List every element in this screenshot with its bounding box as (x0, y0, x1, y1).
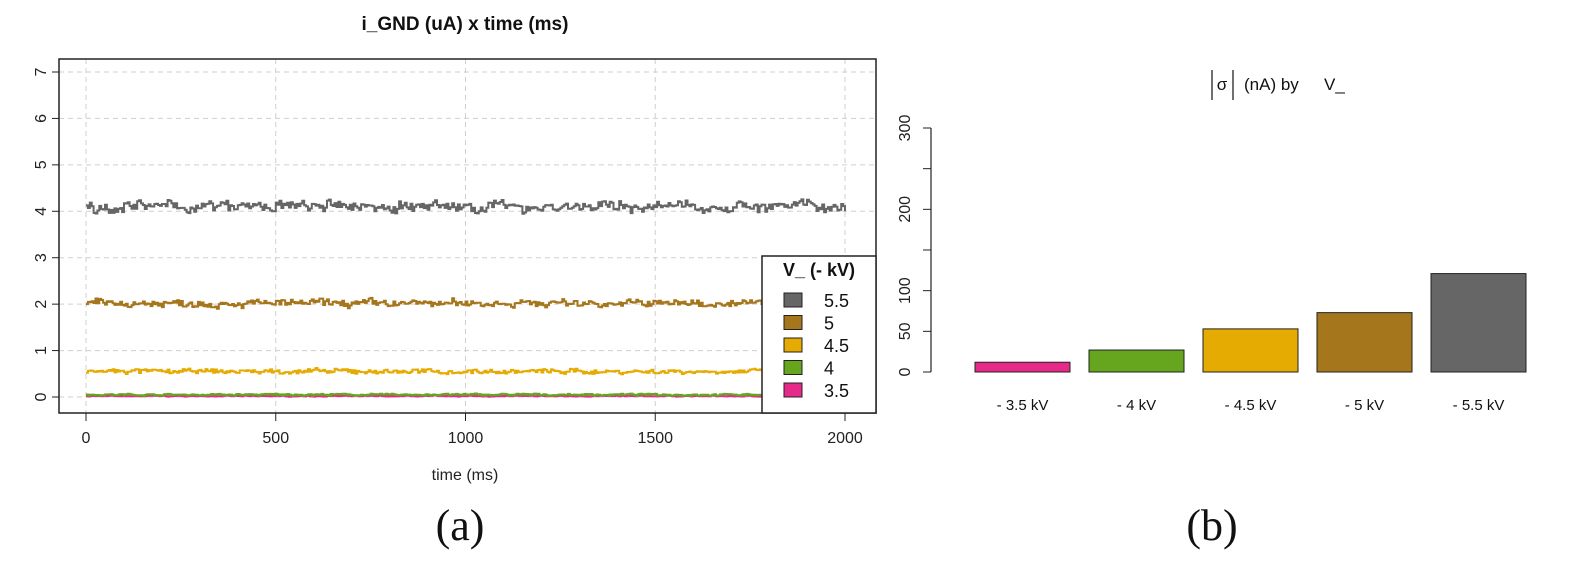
line-chart-panel: i_GND (uA) x time (ms) 0 1 2 3 4 5 6 7 0 500 1000… (33, 14, 877, 550)
legend: V_ (- kV) 5.5 54.5 43.5 (761, 255, 877, 414)
x-tick-label: 0 (82, 430, 91, 447)
x-tick-label: 1000 (448, 430, 484, 447)
legend-swatch (783, 337, 803, 353)
category-label: - 5.5 kV (1453, 397, 1505, 414)
bar-4 (1316, 312, 1413, 373)
y-tick-label: 0 (897, 367, 914, 376)
legend-swatch (783, 360, 803, 375)
legend-swatch (783, 382, 803, 398)
legend-swatch (783, 292, 803, 308)
title-text: (nA) by (1244, 75, 1299, 94)
y-tick-label: 1 (33, 346, 50, 355)
legend-label: 4 (824, 359, 834, 379)
bars (974, 273, 1527, 373)
legend-swatch (783, 315, 803, 330)
x-tick-label: 500 (262, 430, 289, 447)
series-group (86, 198, 846, 398)
y-tick-label: 300 (897, 115, 914, 142)
series-line-4.5 (86, 367, 846, 376)
y-tick-label: 7 (33, 67, 50, 76)
y-tick-label: 3 (33, 253, 50, 262)
y-tick-label: 4 (33, 207, 50, 216)
y-axis: 0 50 100 200 300 (897, 115, 931, 376)
legend-items: 5.5 54.5 43.5 (783, 291, 849, 401)
grid (59, 59, 876, 413)
legend-title: V_ (- kV) (783, 260, 855, 280)
series-line-4 (86, 392, 846, 398)
series-line-5 (86, 296, 846, 310)
bar-2 (1088, 349, 1185, 373)
x-axis: 0 500 1000 1500 2000 (82, 413, 863, 447)
bar-3 (1202, 328, 1299, 373)
bar-chart-panel: σ (nA) by V_ 0 50 100 200 300 - 3.5 kV - 4 kV… (897, 70, 1527, 550)
x-axis-label: time (ms) (432, 467, 499, 484)
plot-frame (58, 58, 877, 414)
y-tick-label: 2 (33, 300, 50, 309)
y-tick-label: 50 (897, 322, 914, 340)
bar-1 (974, 361, 1071, 373)
caption-a: (a) (436, 501, 485, 550)
legend-label: 5 (824, 314, 834, 334)
bar-chart-title: σ (nA) by V_ (1211, 70, 1345, 100)
legend-label: 5.5 (824, 291, 849, 311)
legend-label: 4.5 (824, 336, 849, 356)
legend-label: 3.5 (824, 381, 849, 401)
bar-5 (1430, 273, 1527, 373)
x-tick-label: 1500 (637, 430, 673, 447)
title-sigma: σ (1217, 75, 1228, 94)
chart-title: i_GND (uA) x time (ms) (362, 14, 569, 35)
series-line-5.5 (86, 198, 846, 215)
legend-box (761, 255, 877, 414)
caption-b: (b) (1186, 501, 1237, 550)
category-label: - 5 kV (1345, 397, 1384, 414)
y-axis: 0 1 2 3 4 5 6 7 (33, 67, 59, 401)
y-tick-label: 5 (33, 160, 50, 169)
category-labels: - 3.5 kV - 4 kV - 4.5 kV - 5 kV - 5.5 kV (997, 397, 1505, 414)
y-tick-label: 0 (33, 392, 50, 401)
category-label: - 4 kV (1117, 397, 1156, 414)
y-tick-label: 100 (897, 277, 914, 304)
category-label: - 4.5 kV (1225, 397, 1277, 414)
y-tick-label: 200 (897, 196, 914, 223)
x-tick-label: 2000 (827, 430, 863, 447)
y-tick-label: 6 (33, 114, 50, 123)
title-variable: V_ (1324, 75, 1345, 94)
category-label: - 3.5 kV (997, 397, 1049, 414)
